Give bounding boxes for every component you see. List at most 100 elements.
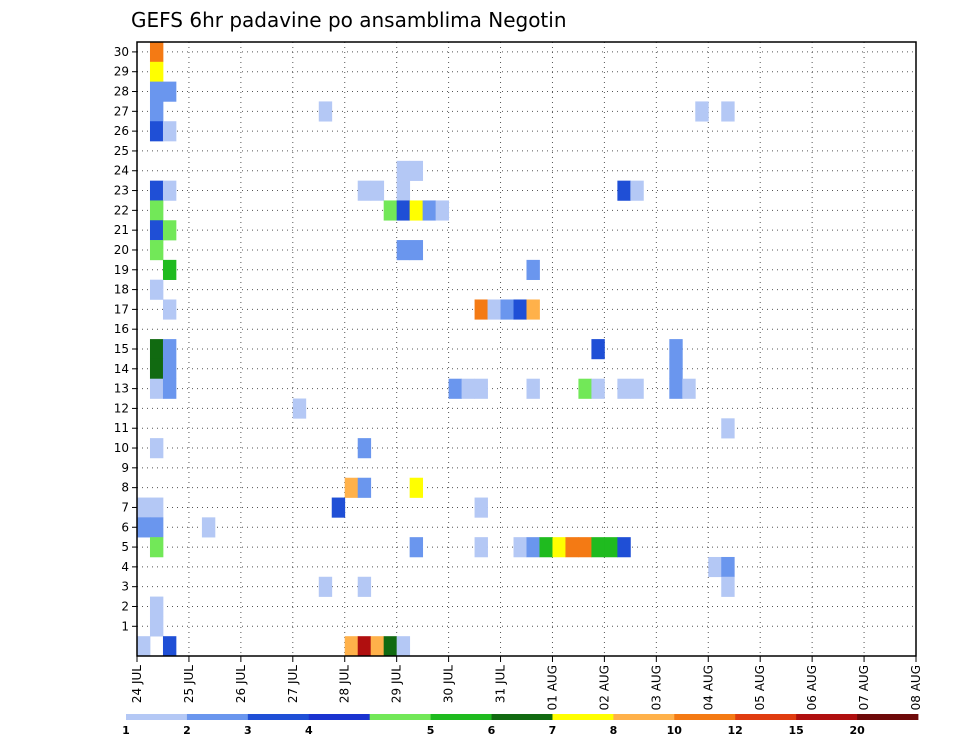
y-tick-label: 22 <box>114 203 129 217</box>
precip-cell <box>422 200 437 221</box>
precip-cell <box>526 299 540 320</box>
colorbar-label: 20 <box>849 724 865 737</box>
x-tick-label: 01 AUG <box>546 665 560 710</box>
colorbar-swatch <box>186 714 249 720</box>
precip-cell <box>669 378 683 399</box>
precip-cell <box>162 358 177 380</box>
precip-cell <box>396 200 411 221</box>
x-tick-label: 25 JUL <box>182 665 196 703</box>
precip-cell <box>591 537 605 558</box>
precip-cell <box>149 180 164 201</box>
precip-cell <box>604 537 618 558</box>
precip-cell <box>513 537 527 558</box>
precip-cell <box>149 279 164 300</box>
precip-cell <box>617 180 631 201</box>
y-axis: 1234567891011121314151617181920212223242… <box>114 45 137 633</box>
y-tick-label: 9 <box>121 461 129 475</box>
precip-cell <box>162 180 177 201</box>
x-tick-label: 07 AUG <box>857 665 871 710</box>
precip-cell <box>162 81 177 102</box>
x-tick-label: 31 JUL <box>494 665 508 703</box>
x-tick-label: 02 AUG <box>597 665 611 710</box>
y-tick-label: 8 <box>121 481 129 495</box>
y-tick-label: 2 <box>121 599 129 613</box>
precip-cell <box>383 200 398 221</box>
y-tick-label: 4 <box>121 560 129 574</box>
colorbar-swatch <box>857 714 919 720</box>
precip-cell <box>565 537 579 558</box>
precip-cell <box>721 556 735 578</box>
precip-cell <box>591 378 605 399</box>
precip-cell <box>578 537 592 558</box>
precip-cell <box>162 378 177 399</box>
precip-cell <box>149 121 164 142</box>
colorbar-label: 4 <box>305 724 313 737</box>
y-tick-label: 15 <box>114 342 129 356</box>
y-tick-label: 14 <box>114 362 129 376</box>
y-tick-label: 23 <box>114 184 129 198</box>
x-tick-label: 03 AUG <box>649 665 663 710</box>
precip-cell <box>396 180 411 201</box>
plot-frame <box>136 41 917 657</box>
y-tick-label: 13 <box>114 382 129 396</box>
y-tick-label: 5 <box>121 540 129 554</box>
precip-cell <box>149 537 164 558</box>
precip-cell <box>149 220 164 241</box>
precip-cell <box>721 418 735 439</box>
y-tick-label: 17 <box>114 302 129 316</box>
x-tick-label: 06 AUG <box>805 665 819 710</box>
y-tick-label: 7 <box>121 500 129 514</box>
precip-cell <box>474 299 488 320</box>
precip-cell <box>162 259 177 280</box>
precip-cell <box>137 636 151 657</box>
precip-cell <box>318 576 333 597</box>
x-axis: 24 JUL 25 JUL 26 JUL 27 JUL 28 JUL 29 JUL 30 J… <box>130 656 923 710</box>
colorbar-swatch <box>613 714 675 720</box>
precip-cell <box>513 299 527 320</box>
precip-cell <box>149 358 164 380</box>
precip-cell <box>162 220 177 241</box>
precip-cell <box>487 299 501 320</box>
precip-cell <box>137 497 151 518</box>
precip-cell <box>357 477 372 498</box>
y-tick-label: 3 <box>121 580 129 594</box>
precip-cell <box>357 438 372 459</box>
precip-cell <box>552 537 566 558</box>
precip-cell <box>149 200 164 221</box>
precip-cell <box>149 497 164 518</box>
precip-cell <box>474 497 488 518</box>
colorbar-swatch <box>126 714 188 720</box>
y-tick-label: 19 <box>114 263 129 277</box>
y-tick-label: 30 <box>114 45 129 59</box>
colorbar-swatch <box>247 714 310 720</box>
y-tick-label: 10 <box>114 441 129 455</box>
precip-cell <box>721 101 735 122</box>
precip-cell <box>630 180 644 201</box>
colorbar-swatch <box>369 714 432 720</box>
precip-cell <box>591 339 605 360</box>
x-tick-label: 08 AUG <box>909 665 923 710</box>
colorbar-swatch <box>308 714 371 720</box>
precip-cell <box>396 160 411 181</box>
precip-cell <box>409 240 424 261</box>
precip-cell <box>137 517 151 538</box>
data-cells <box>137 42 735 657</box>
precip-cell <box>721 576 735 597</box>
x-tick-label: 04 AUG <box>701 665 715 710</box>
precip-cell <box>149 438 164 459</box>
precip-cell <box>344 636 359 657</box>
colorbar-label: 6 <box>488 724 496 737</box>
colorbar-label: 5 <box>427 724 435 737</box>
precip-cell <box>409 200 424 221</box>
x-tick-label: 29 JUL <box>390 665 404 703</box>
precip-cell <box>669 358 683 380</box>
precip-cell <box>357 636 372 657</box>
colorbar-label: 12 <box>728 724 743 737</box>
precip-cell <box>149 61 164 82</box>
precip-cell <box>149 378 164 399</box>
precip-cell <box>617 537 631 558</box>
precip-cell <box>669 339 683 360</box>
y-tick-label: 20 <box>114 243 129 257</box>
precip-cell <box>630 378 644 399</box>
precip-cell <box>149 42 164 63</box>
